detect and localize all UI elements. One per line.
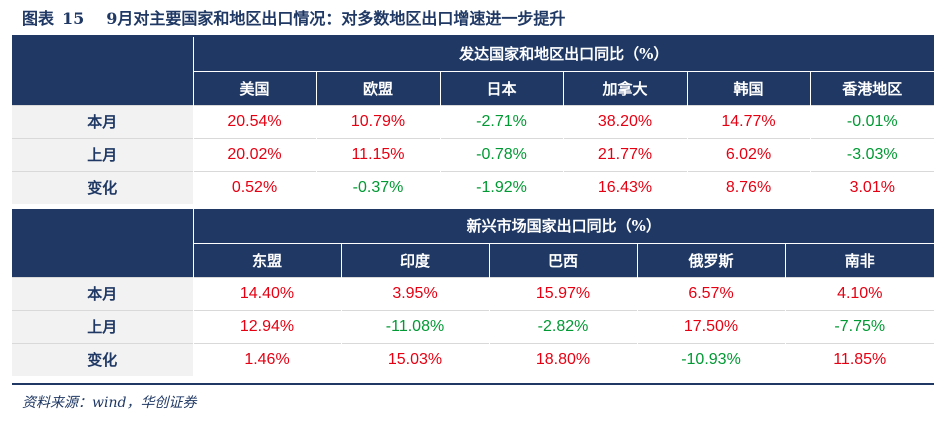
value-cell: 20.02%	[192, 137, 316, 171]
value-cell: -3.03%	[809, 137, 935, 171]
value-cell: 0.52%	[192, 170, 316, 204]
value-cell: 1.46%	[192, 342, 341, 376]
value-cell: 3.95%	[340, 276, 489, 310]
row-label: 上月	[12, 309, 193, 343]
figure-title: 图表 15 9月对主要国家和地区出口情况：对多数地区出口增速进一步提升	[22, 6, 565, 32]
row-label: 本月	[12, 276, 193, 310]
value-cell: 3.01%	[809, 170, 935, 204]
value-cell: 11.85%	[784, 342, 934, 376]
value-cell: -0.78%	[439, 137, 563, 171]
row-label: 变化	[12, 170, 193, 204]
column-header: 东盟	[192, 242, 341, 277]
value-cell: 16.43%	[562, 170, 687, 204]
value-cell: 20.54%	[192, 104, 316, 138]
emerging-corner	[12, 209, 193, 277]
figure-label: 图表	[22, 9, 55, 28]
value-cell: -2.71%	[439, 104, 563, 138]
value-cell: 10.79%	[315, 104, 440, 138]
emerging-table: 新兴市场国家出口同比（%） 东盟 印度 巴西 俄罗斯 南非 本月 14.40% 3.95% 1…	[12, 209, 934, 376]
value-cell: 6.02%	[686, 137, 810, 171]
figure-number: 15	[62, 9, 85, 28]
value-cell: 11.15%	[315, 137, 440, 171]
column-header: 韩国	[686, 70, 810, 105]
table-row: 上月 20.02% 11.15% -0.78% 21.77% 6.02% -3.03%	[12, 137, 935, 171]
value-cell: 21.77%	[562, 137, 687, 171]
title-rule	[12, 35, 934, 37]
value-cell: 8.76%	[686, 170, 810, 204]
table-row: 变化 1.46% 15.03% 18.80% -10.93% 11.85%	[12, 342, 934, 376]
value-cell: 6.57%	[636, 276, 785, 310]
source-note: 资料来源：wind，华创证券	[22, 395, 197, 411]
value-cell: 14.40%	[192, 276, 341, 310]
column-header: 欧盟	[315, 70, 440, 105]
value-cell: 12.94%	[192, 309, 341, 343]
table-row: 本月 14.40% 3.95% 15.97% 6.57% 4.10%	[12, 276, 934, 310]
row-label: 变化	[12, 342, 193, 376]
column-header: 日本	[439, 70, 563, 105]
value-cell: -7.75%	[784, 309, 934, 343]
value-cell: 14.77%	[686, 104, 810, 138]
value-cell: 15.03%	[340, 342, 489, 376]
column-header: 香港地区	[809, 70, 935, 105]
row-label: 上月	[12, 137, 193, 171]
value-cell: 15.97%	[488, 276, 637, 310]
bottom-rule	[12, 383, 934, 385]
value-cell: -0.37%	[315, 170, 440, 204]
developed-group-header: 发达国家和地区出口同比（%）	[192, 37, 935, 71]
value-cell: -0.01%	[809, 104, 935, 138]
value-cell: 38.20%	[562, 104, 687, 138]
value-cell: 17.50%	[636, 309, 785, 343]
row-label: 本月	[12, 104, 193, 138]
table-row: 本月 20.54% 10.79% -2.71% 38.20% 14.77% -0.01%	[12, 104, 935, 138]
column-header: 巴西	[488, 242, 637, 277]
table-row: 变化 0.52% -0.37% -1.92% 16.43% 8.76% 3.01%	[12, 170, 935, 204]
developed-corner	[12, 37, 193, 105]
table-row: 上月 12.94% -11.08% -2.82% 17.50% -7.75%	[12, 309, 934, 343]
value-cell: -10.93%	[636, 342, 785, 376]
value-cell: -2.82%	[488, 309, 637, 343]
column-header: 俄罗斯	[636, 242, 785, 277]
column-header: 印度	[340, 242, 489, 277]
value-cell: -11.08%	[340, 309, 489, 343]
figure-caption: 9月对主要国家和地区出口情况：对多数地区出口增速进一步提升	[106, 9, 566, 28]
column-header: 美国	[192, 70, 316, 105]
emerging-group-header: 新兴市场国家出口同比（%）	[192, 209, 934, 243]
developed-table: 发达国家和地区出口同比（%） 美国 欧盟 日本 加拿大 韩国 香港地区 本月 20.54% 1…	[12, 37, 935, 204]
value-cell: -1.92%	[439, 170, 563, 204]
column-header: 加拿大	[562, 70, 687, 105]
value-cell: 18.80%	[488, 342, 637, 376]
value-cell: 4.10%	[784, 276, 934, 310]
column-header: 南非	[784, 242, 934, 277]
